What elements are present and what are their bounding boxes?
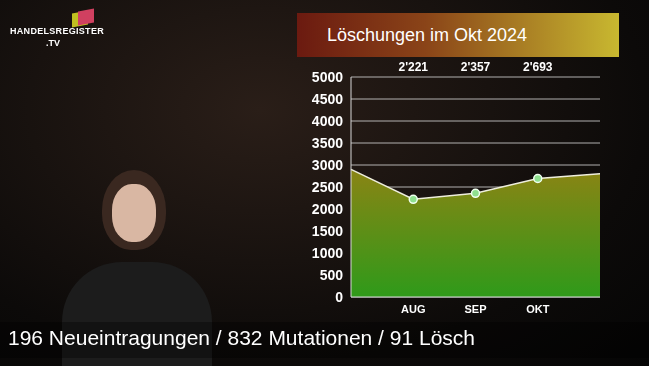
svg-text:0: 0 [335, 289, 343, 305]
svg-text:1000: 1000 [312, 245, 343, 261]
svg-text:4500: 4500 [312, 91, 343, 107]
svg-text:1500: 1500 [312, 223, 343, 239]
svg-text:2'221: 2'221 [398, 60, 428, 74]
svg-text:2'693: 2'693 [523, 60, 553, 74]
svg-text:OKT: OKT [526, 303, 550, 315]
svg-text:AUG: AUG [401, 303, 425, 315]
html-text:HANDELSREGISTER: HANDELSREGISTER [10, 26, 104, 36]
html-text:196 Neueintragungen / 832 Muta: 196 Neueintragungen / 832 Mutationen / 9… [8, 326, 475, 349]
svg-text:4000: 4000 [312, 113, 343, 129]
svg-text:3000: 3000 [312, 157, 343, 173]
svg-text:500: 500 [320, 267, 344, 283]
svg-text:3500: 3500 [312, 135, 343, 151]
svg-text:5000: 5000 [312, 69, 343, 85]
html-text:Löschungen im Okt 2024: Löschungen im Okt 2024 [327, 24, 528, 45]
svg-text:2500: 2500 [312, 179, 343, 195]
svg-text:SEP: SEP [464, 303, 486, 315]
svg-text:2'357: 2'357 [461, 60, 491, 74]
html-text:.TV: .TV [46, 38, 60, 48]
svg-text:2000: 2000 [312, 201, 343, 217]
